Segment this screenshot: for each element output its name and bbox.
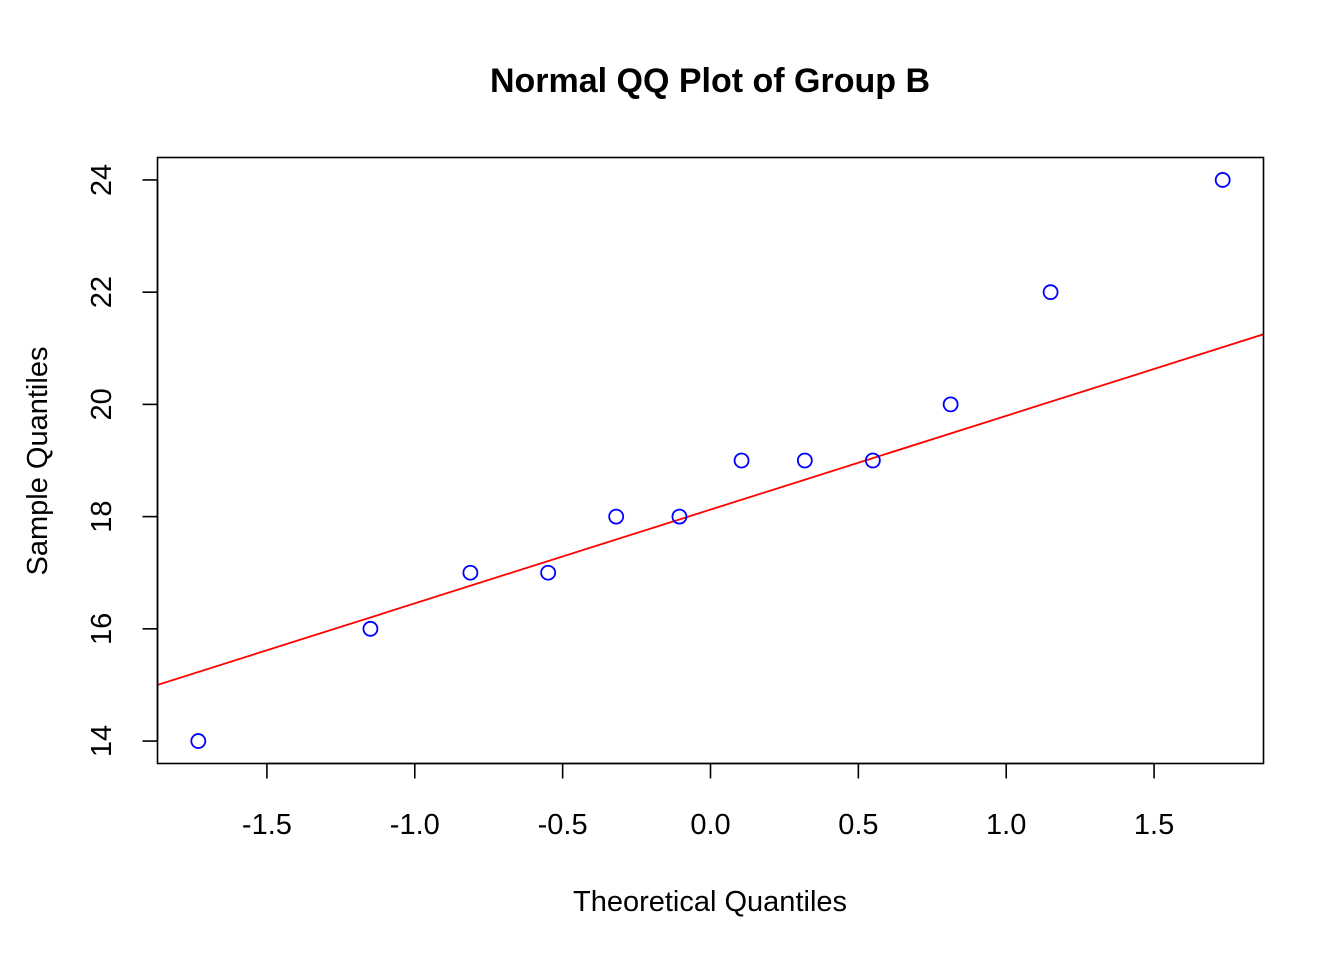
plot-frame: [156, 156, 1265, 765]
qq-reference-line: [157, 333, 1264, 686]
y-tick-label: 22: [86, 276, 118, 308]
y-tick-label: 16: [86, 613, 118, 645]
data-point-1: [190, 733, 207, 749]
x-tick-label: 0.0: [690, 809, 730, 841]
x-axis-label: Theoretical Quantiles: [573, 886, 847, 918]
x-tick-label: -0.5: [538, 809, 588, 841]
y-tick-label: 18: [86, 500, 118, 532]
data-point-7: [733, 452, 750, 469]
y-tick-label: 20: [86, 388, 118, 420]
data-point-11: [1042, 284, 1059, 301]
data-point-5: [608, 508, 625, 525]
y-tick-label: 24: [86, 164, 118, 196]
data-point-6: [671, 508, 688, 525]
y-tick-label: 14: [86, 725, 118, 757]
chart-title: Normal QQ Plot of Group B: [490, 62, 930, 100]
data-point-8: [796, 452, 813, 469]
data-point-9: [864, 452, 881, 469]
data-point-3: [462, 564, 479, 581]
plot-content: [157, 172, 1264, 749]
x-tick-label: -1.0: [390, 809, 440, 841]
x-tick-label: 1.0: [986, 809, 1026, 841]
data-point-2: [362, 620, 379, 637]
x-tick-label: 0.5: [838, 809, 878, 841]
y-axis-label: Sample Quantiles: [22, 347, 54, 576]
data-point-12: [1214, 172, 1231, 188]
x-axis: -1.5 -1.0 -0.5 0.0 0.5 1.0 1.5: [242, 762, 1174, 841]
x-tick-label: -1.5: [242, 809, 292, 841]
x-tick-label: 1.5: [1134, 809, 1174, 841]
data-point-10: [942, 396, 959, 413]
data-point-4: [540, 564, 557, 581]
y-axis: 14 16 18 20 22 24: [86, 164, 159, 757]
